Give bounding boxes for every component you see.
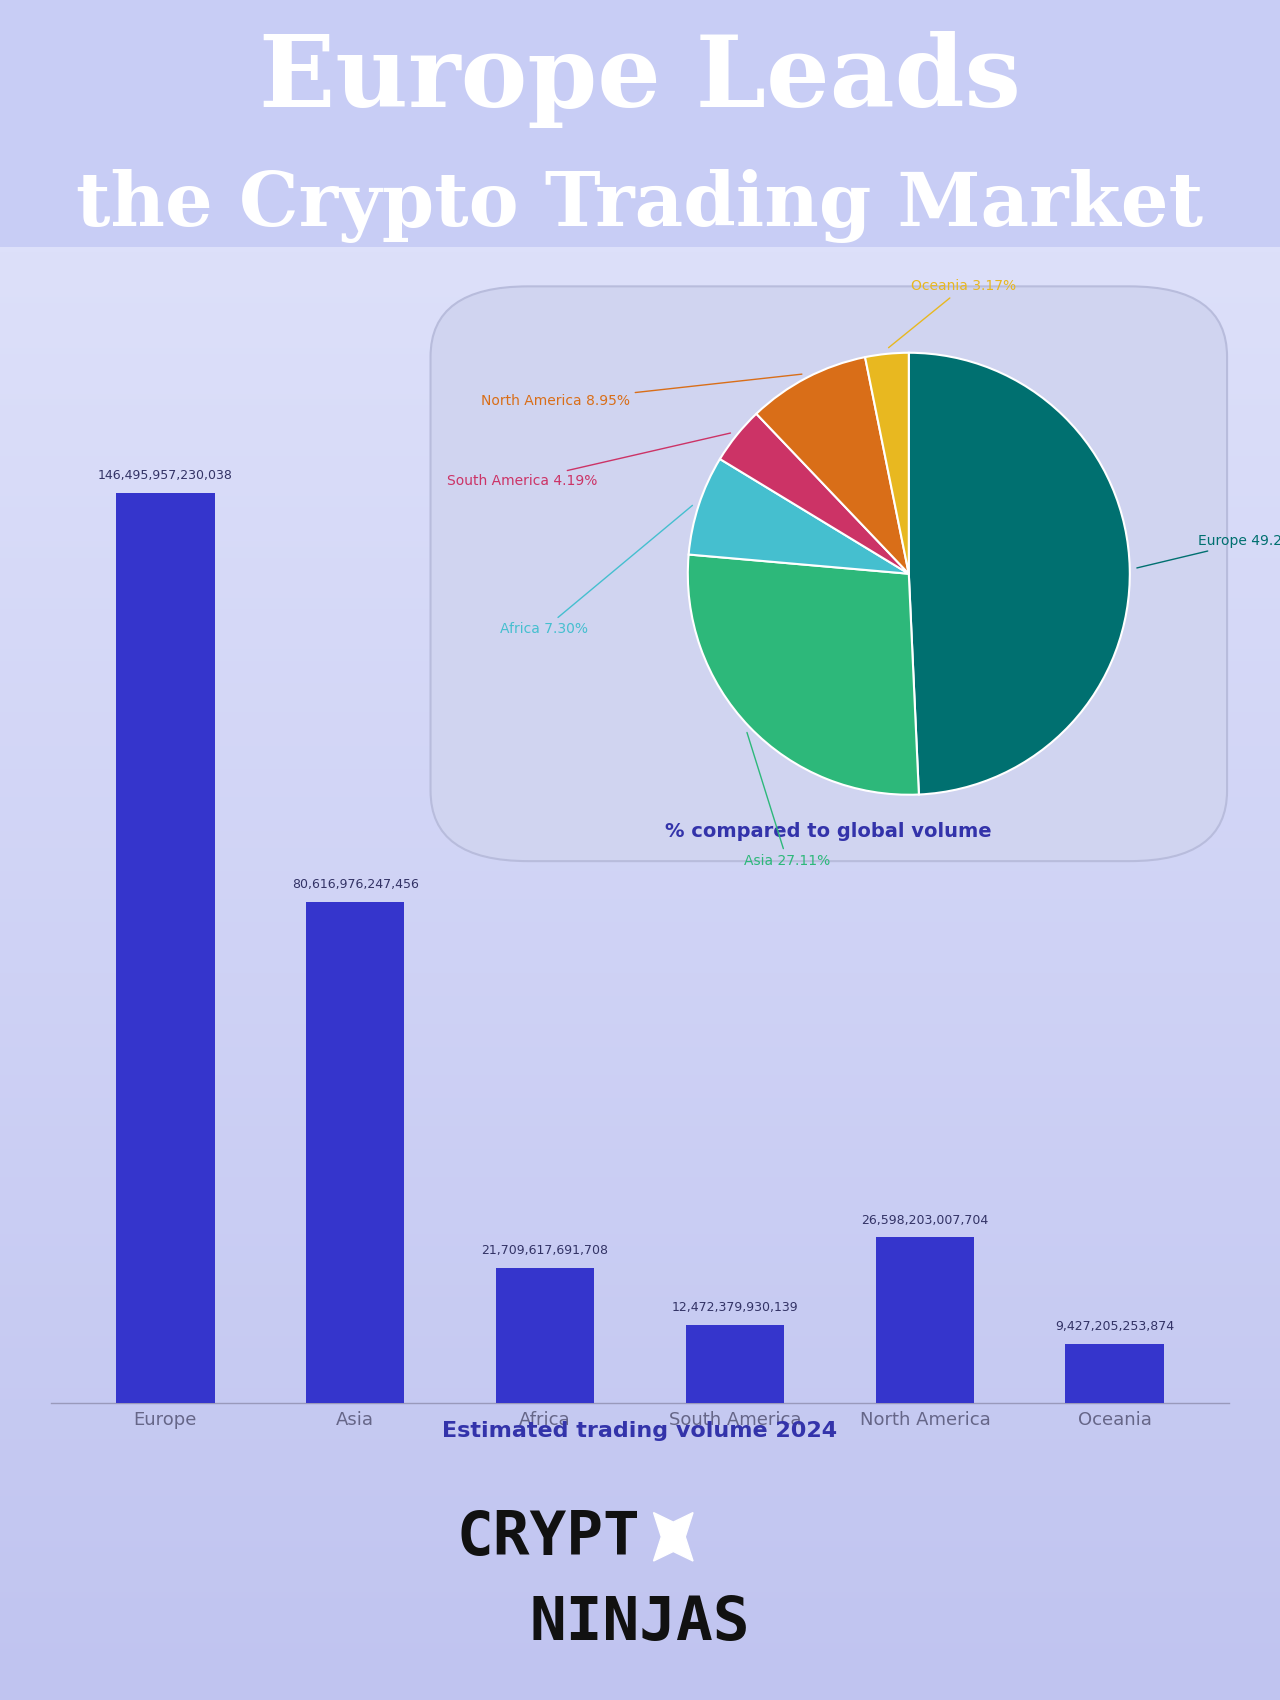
Text: 80,616,976,247,456: 80,616,976,247,456	[292, 879, 419, 891]
Text: 21,709,617,691,708: 21,709,617,691,708	[481, 1244, 608, 1256]
Wedge shape	[756, 357, 909, 575]
Text: South America 4.19%: South America 4.19%	[447, 434, 731, 488]
Text: Asia 27.11%: Asia 27.11%	[744, 733, 831, 869]
Bar	[876, 1238, 974, 1402]
Polygon shape	[654, 1513, 692, 1561]
Bar	[1065, 1345, 1165, 1402]
Wedge shape	[689, 459, 909, 575]
Text: 9,427,205,253,874: 9,427,205,253,874	[1055, 1321, 1175, 1333]
Bar	[115, 493, 215, 1402]
Text: NINJAS: NINJAS	[530, 1595, 750, 1652]
Text: Europe Leads: Europe Leads	[259, 31, 1021, 127]
Text: Europe 49.27%: Europe 49.27%	[1137, 534, 1280, 568]
Bar	[306, 903, 404, 1402]
Wedge shape	[687, 554, 919, 794]
Text: North America 8.95%: North America 8.95%	[481, 374, 801, 408]
Text: CRYPT: CRYPT	[456, 1510, 640, 1567]
Text: the Crypto Trading Market: the Crypto Trading Market	[77, 168, 1203, 243]
Text: Africa 7.30%: Africa 7.30%	[500, 505, 692, 636]
Text: Oceania 3.17%: Oceania 3.17%	[888, 279, 1016, 348]
Text: % compared to global volume: % compared to global volume	[666, 823, 992, 842]
Text: Estimated trading volume 2024: Estimated trading volume 2024	[443, 1421, 837, 1442]
Text: 12,472,379,930,139: 12,472,379,930,139	[672, 1300, 799, 1314]
Wedge shape	[909, 354, 1130, 794]
Bar	[495, 1268, 594, 1402]
FancyBboxPatch shape	[430, 286, 1228, 862]
Bar	[686, 1324, 785, 1402]
Wedge shape	[719, 413, 909, 575]
Text: 26,598,203,007,704: 26,598,203,007,704	[861, 1214, 988, 1226]
Text: 146,495,957,230,038: 146,495,957,230,038	[97, 469, 233, 483]
Wedge shape	[865, 354, 909, 575]
